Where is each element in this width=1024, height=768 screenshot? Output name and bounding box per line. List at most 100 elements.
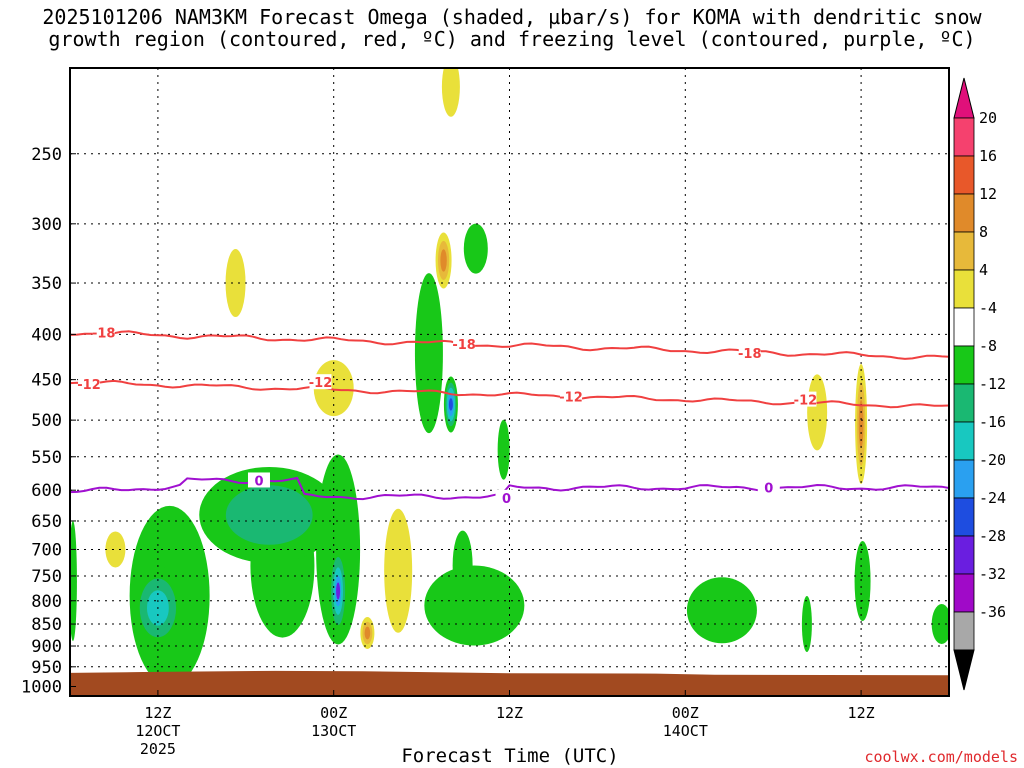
colorbar-label: -4 [979,299,997,317]
omega-cell [316,454,361,645]
colorbar-bottom-arrow [953,649,975,691]
pressure-axis: 2503003504004505005506006507007508008509… [21,145,76,698]
colorbar-label: -20 [979,451,1006,469]
omega-cell [686,577,757,644]
colorbar-label: 8 [979,223,988,241]
contour-label-freezing: 0 [502,492,511,507]
omega-cell [448,398,453,411]
chart-title: 2025101206 NAM3KM Forecast Omega (shaded… [0,6,1024,50]
contour-label-freezing: 0 [254,474,263,489]
contour-label-dgz-bottom: -12 [77,378,101,393]
pressure-tick-label: 750 [31,567,62,587]
colorbar-label: -16 [979,413,1006,431]
contour-label-bg [738,345,761,361]
colorbar-label: -32 [979,565,1006,583]
colorbar-label: 20 [979,109,997,127]
time-tick-label: 00Z [320,704,347,722]
contour-label-dgz-top: -18 [452,338,476,353]
colorbar-label: 16 [979,147,997,165]
title-line-1: 2025101206 NAM3KM Forecast Omega (shaded… [42,5,982,29]
omega-cell [336,582,341,600]
colorbar-top-arrow [953,77,975,119]
dgz-top-contour [70,330,949,360]
omega-cell [225,249,246,318]
terrain-fill [70,670,949,696]
omega-cell [364,626,371,640]
pressure-tick-label: 600 [31,481,62,501]
colorbar-swatch [953,573,975,613]
colorbar-swatch [953,117,975,157]
time-tick-label: 12Z [848,704,875,722]
colorbar-label: -28 [979,527,1006,545]
colorbar-label: -36 [979,603,1006,621]
contour-label-dgz-top: -18 [92,326,116,341]
contour-label-bg [247,472,270,488]
time-tick-label: 12Z [496,704,523,722]
colorbar-label: 12 [979,185,997,203]
omega-cell [858,399,864,448]
freezing-level-contour [70,476,949,501]
pressure-tick-label: 550 [31,448,62,468]
contour-label-bg [92,324,115,340]
date-tick-label: 14OCT [663,722,708,740]
colorbar-swatch [953,421,975,461]
pressure-tick-label: 950 [31,658,62,678]
omega-cell [424,565,525,646]
omega-cell [70,521,77,642]
omega-cell [931,604,949,645]
contour-label-dgz-top: -18 [738,347,762,362]
date-tick-label: 12OCT [135,722,180,740]
colorbar-swatch [953,497,975,537]
colorbar-swatch [953,193,975,233]
colorbar-swatch [953,535,975,575]
credit-link[interactable]: coolwx.com/models [864,748,1018,766]
contour-label-bg [757,479,780,495]
contour-label-dgz-bottom: -12 [309,376,333,391]
contour-label-bg [560,388,583,404]
omega-cell [440,249,447,272]
omega-cell [105,531,126,568]
omega-cell [441,68,460,117]
pressure-tick-label: 450 [31,371,62,391]
pressure-tick-label: 300 [31,215,62,235]
contour-label-bg [453,335,476,351]
colorbar-swatch [953,155,975,195]
contour-label-freezing: 0 [764,482,773,497]
colorbar-swatch [953,459,975,499]
omega-cell [384,508,413,633]
title-line-2: growth region (contoured, red, ºC) and f… [48,27,976,51]
terrain-polygon [70,670,949,696]
colorbar-label: -24 [979,489,1006,507]
pressure-tick-label: 700 [31,540,62,560]
pressure-tick-label: 900 [31,637,62,657]
contour-label-bg [309,374,332,390]
pressure-tick-label: 650 [31,512,62,532]
pressure-tick-label: 800 [31,592,62,612]
omega-cell [497,419,510,480]
omega-cell [313,360,354,417]
omega-shading [70,68,949,686]
omega-cell [854,541,871,622]
omega-cell [414,273,443,434]
pressure-tick-label: 500 [31,411,62,431]
time-tick-label: 00Z [672,704,699,722]
colorbar-swatch [953,611,975,651]
contour-label-bg [495,489,518,505]
contour-label-dgz-bottom: -12 [559,390,583,405]
x-axis-label: Forecast Time (UTC) [401,745,619,767]
temperature-contours: -18 -18 -18 -12 -12 -12 -12 0 0 0 [70,324,949,507]
colorbar-swatch [953,307,975,347]
colorbar-swatch [953,269,975,309]
contour-label-dgz-bottom: -12 [794,394,818,409]
omega-cell [225,485,313,545]
colorbar-label: -12 [979,375,1006,393]
colorbar-label: 4 [979,261,988,279]
colorbar-label: -8 [979,337,997,355]
omega-cell [463,223,488,274]
time-tick-label: 12Z [144,704,171,722]
colorbar-swatch [953,231,975,271]
pressure-tick-label: 250 [31,145,62,165]
pressure-tick-label: 1000 [21,678,62,698]
